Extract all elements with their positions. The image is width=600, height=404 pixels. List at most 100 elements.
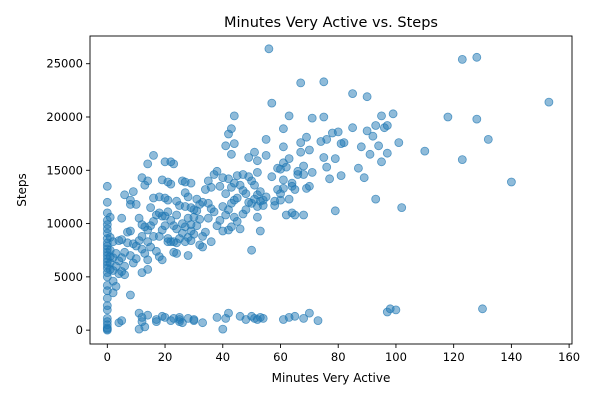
data-point (198, 242, 208, 252)
x-tick-label: 160 (558, 350, 580, 364)
data-point (120, 261, 129, 271)
data-point (160, 221, 170, 231)
data-point (506, 177, 516, 187)
points-layer (102, 44, 554, 335)
data-point (267, 98, 277, 108)
data-point (281, 162, 291, 172)
data-point (183, 192, 193, 202)
y-axis-label: Steps (15, 173, 29, 207)
data-point (371, 121, 381, 130)
data-point (224, 308, 233, 318)
data-point (362, 92, 372, 102)
x-tick-label: 0 (104, 350, 111, 364)
data-point (336, 171, 346, 181)
data-point (278, 183, 288, 193)
data-point (146, 203, 156, 213)
data-point (307, 167, 317, 177)
data-point (232, 193, 242, 203)
data-point (226, 149, 236, 159)
y-tick-label: 20000 (46, 110, 83, 124)
data-point (313, 316, 323, 326)
data-point (356, 142, 366, 152)
x-axis: 0 20 40 60 80 100 120 140 160 (104, 344, 580, 364)
data-point (117, 316, 127, 326)
data-point (472, 114, 482, 124)
data-point (143, 159, 153, 169)
data-point (131, 199, 141, 209)
data-point (172, 248, 182, 258)
data-point (362, 126, 372, 136)
data-point (120, 190, 129, 200)
data-point (241, 205, 251, 215)
data-point (368, 131, 378, 141)
data-point (319, 77, 329, 87)
data-point (278, 175, 288, 185)
data-point (229, 139, 239, 149)
data-point (125, 290, 135, 300)
data-point (143, 176, 153, 186)
data-point (457, 155, 467, 165)
data-point (102, 181, 112, 191)
data-point (339, 138, 349, 148)
data-point (472, 52, 482, 62)
data-point (258, 201, 268, 210)
x-tick-label: 20 (158, 350, 173, 364)
data-point (151, 317, 161, 327)
y-tick-label: 10000 (46, 217, 83, 231)
data-point (261, 134, 271, 144)
data-point (391, 305, 401, 315)
data-point (215, 215, 225, 225)
data-point (333, 127, 343, 137)
data-point (359, 173, 369, 183)
data-point (307, 113, 317, 123)
data-point (267, 172, 277, 182)
data-point (102, 324, 112, 334)
x-tick-label: 100 (385, 350, 407, 364)
data-point (163, 207, 173, 217)
data-point (183, 251, 193, 260)
data-point (229, 111, 239, 121)
data-point (302, 132, 311, 142)
data-point (264, 44, 274, 54)
data-point (252, 156, 262, 166)
data-point (221, 189, 231, 199)
data-point (146, 242, 156, 252)
data-point (270, 201, 280, 210)
data-point (105, 212, 115, 222)
data-point (250, 147, 259, 157)
data-point (299, 170, 309, 179)
data-point (212, 166, 222, 176)
data-point (143, 310, 153, 320)
data-point (290, 311, 300, 321)
data-point (198, 318, 208, 328)
data-point (325, 174, 335, 184)
data-point (235, 224, 245, 234)
data-point (206, 237, 216, 247)
data-point (244, 153, 254, 162)
data-point (478, 304, 487, 314)
data-point (278, 142, 288, 152)
data-point (212, 312, 222, 322)
data-point (483, 134, 493, 144)
data-point (206, 182, 216, 192)
data-point (218, 324, 228, 334)
data-point (166, 179, 176, 189)
x-tick-label: 40 (215, 350, 230, 364)
data-point (252, 212, 262, 222)
data-point (189, 316, 199, 326)
data-point (157, 255, 167, 265)
data-point (186, 178, 196, 188)
data-point (221, 141, 231, 151)
data-point (299, 210, 309, 220)
y-tick-label: 25000 (46, 57, 83, 71)
plot-frame (89, 35, 573, 345)
chart-title: Minutes Very Active vs. Steps (224, 15, 438, 31)
data-point (299, 313, 309, 323)
data-point (284, 194, 294, 204)
data-point (226, 124, 236, 134)
data-point (382, 148, 392, 158)
data-point (143, 264, 153, 274)
data-point (371, 194, 381, 204)
